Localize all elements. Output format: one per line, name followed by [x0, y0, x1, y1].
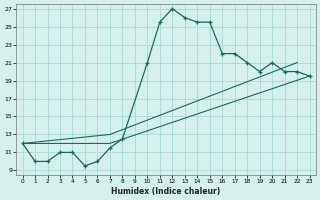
X-axis label: Humidex (Indice chaleur): Humidex (Indice chaleur) — [111, 187, 221, 196]
